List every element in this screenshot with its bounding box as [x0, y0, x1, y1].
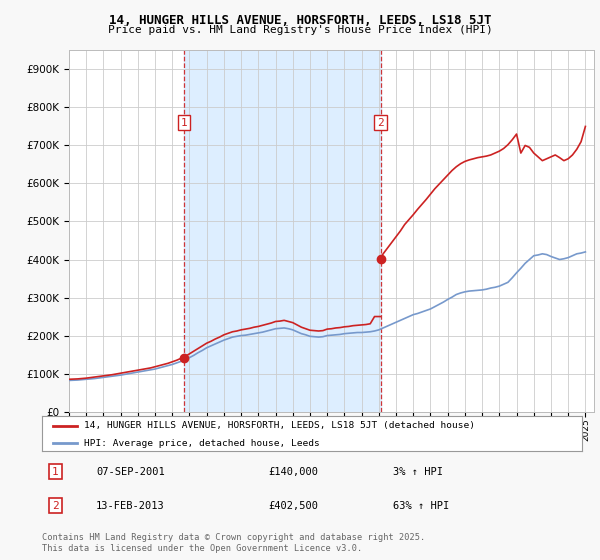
- Text: 14, HUNGER HILLS AVENUE, HORSFORTH, LEEDS, LS18 5JT (detached house): 14, HUNGER HILLS AVENUE, HORSFORTH, LEED…: [84, 421, 475, 430]
- Text: HPI: Average price, detached house, Leeds: HPI: Average price, detached house, Leed…: [84, 438, 320, 447]
- Text: £402,500: £402,500: [269, 501, 319, 511]
- Text: 2: 2: [52, 501, 59, 511]
- Text: 14, HUNGER HILLS AVENUE, HORSFORTH, LEEDS, LS18 5JT: 14, HUNGER HILLS AVENUE, HORSFORTH, LEED…: [109, 14, 491, 27]
- Text: 07-SEP-2001: 07-SEP-2001: [96, 466, 165, 477]
- Text: 13-FEB-2013: 13-FEB-2013: [96, 501, 165, 511]
- Text: £140,000: £140,000: [269, 466, 319, 477]
- Text: 3% ↑ HPI: 3% ↑ HPI: [393, 466, 443, 477]
- Text: 63% ↑ HPI: 63% ↑ HPI: [393, 501, 449, 511]
- Text: 1: 1: [52, 466, 59, 477]
- Text: 2: 2: [377, 118, 384, 128]
- Text: 1: 1: [181, 118, 187, 128]
- Text: Contains HM Land Registry data © Crown copyright and database right 2025.
This d: Contains HM Land Registry data © Crown c…: [42, 533, 425, 553]
- Bar: [184, 50, 380, 412]
- Text: Price paid vs. HM Land Registry's House Price Index (HPI): Price paid vs. HM Land Registry's House …: [107, 25, 493, 35]
